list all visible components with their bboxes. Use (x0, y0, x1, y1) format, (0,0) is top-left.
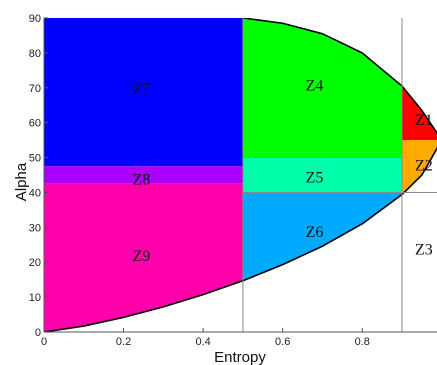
feasible-boundary-curve (44, 18, 437, 332)
x-tick-label: 0 (41, 336, 47, 348)
upper-boundary-curve (242, 18, 437, 135)
y-tick-label: 40 (29, 187, 41, 199)
zone-label-z1: Z1 (415, 112, 433, 129)
y-tick-label: 30 (29, 222, 41, 234)
y-tick-label: 0 (35, 327, 41, 339)
y-tick-label: 50 (29, 153, 41, 165)
x-tick-label: 0.8 (355, 336, 370, 348)
x-tick-label: 0.4 (195, 336, 210, 348)
y-tick-label: 90 (29, 13, 41, 25)
x-axis-title: Entropy (214, 349, 266, 365)
y-tick-label: 70 (29, 83, 41, 95)
zone-label-z2: Z2 (415, 158, 433, 175)
x-tick-label: 0.6 (275, 336, 290, 348)
y-tick-label: 80 (29, 48, 41, 60)
x-tick-label: 0.2 (116, 336, 131, 348)
zone-z8-region (44, 166, 243, 184)
zone-label-z3: Z3 (415, 241, 433, 258)
axes: 0 0.2 0.4 0.6 0.8 0 10 20 30 40 50 60 70 80 90 (29, 13, 437, 348)
zone-z6-region (242, 192, 402, 332)
zone-z5-region (242, 157, 402, 193)
zone-label-z9: Z9 (133, 248, 151, 265)
y-tick-label: 60 (29, 118, 41, 130)
lower-boundary-curve (44, 146, 437, 332)
y-tick-label: 10 (29, 292, 41, 304)
zone-boundary-lines (242, 18, 437, 332)
zone-label-z6: Z6 (306, 224, 324, 241)
zone-label-z4: Z4 (306, 77, 324, 94)
zone-z3-region (402, 192, 437, 332)
zone-label-z7: Z7 (133, 81, 151, 98)
y-axis-title: Alpha (13, 162, 30, 201)
zone-labels: Z1 Z2 Z3 Z4 Z5 Z6 Z7 Z8 Z9 (133, 77, 433, 265)
zone-label-z8: Z8 (133, 171, 151, 188)
zone-label-z5: Z5 (306, 170, 324, 187)
zone-z7-region (44, 18, 243, 167)
y-tick-label: 20 (29, 257, 41, 269)
